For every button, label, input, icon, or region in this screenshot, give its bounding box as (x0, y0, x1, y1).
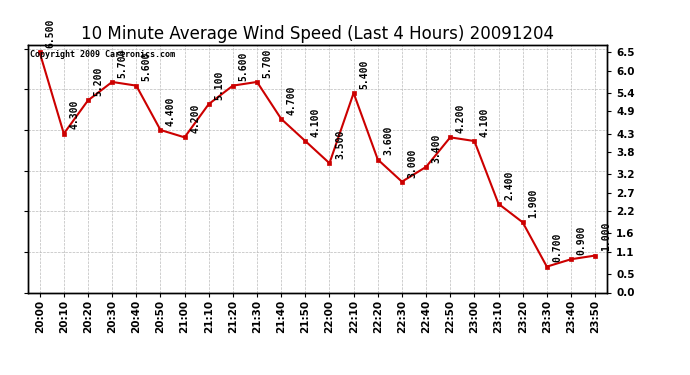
Text: 5.600: 5.600 (142, 52, 152, 81)
Text: 4.400: 4.400 (166, 96, 176, 126)
Text: 4.700: 4.700 (287, 86, 297, 115)
Text: 4.200: 4.200 (190, 104, 200, 133)
Text: 4.100: 4.100 (480, 108, 490, 137)
Text: 5.400: 5.400 (359, 60, 369, 89)
Text: 5.200: 5.200 (94, 67, 104, 96)
Text: 4.300: 4.300 (70, 100, 79, 129)
Text: 5.600: 5.600 (239, 52, 248, 81)
Text: 2.400: 2.400 (504, 170, 514, 200)
Text: 3.500: 3.500 (335, 130, 345, 159)
Text: 3.400: 3.400 (432, 134, 442, 163)
Text: 4.100: 4.100 (311, 108, 321, 137)
Text: 3.000: 3.000 (408, 148, 417, 177)
Text: 5.700: 5.700 (263, 48, 273, 78)
Text: 0.700: 0.700 (553, 233, 562, 262)
Title: 10 Minute Average Wind Speed (Last 4 Hours) 20091204: 10 Minute Average Wind Speed (Last 4 Hou… (81, 26, 554, 44)
Text: 5.700: 5.700 (118, 48, 128, 78)
Text: 1.000: 1.000 (601, 222, 611, 251)
Text: 4.200: 4.200 (456, 104, 466, 133)
Text: 6.500: 6.500 (46, 19, 55, 48)
Text: 3.600: 3.600 (384, 126, 393, 155)
Text: Copyright 2009 Cartronics.com: Copyright 2009 Cartronics.com (30, 50, 175, 59)
Text: 1.900: 1.900 (529, 189, 538, 218)
Text: 5.100: 5.100 (215, 70, 224, 100)
Text: 0.900: 0.900 (577, 226, 586, 255)
